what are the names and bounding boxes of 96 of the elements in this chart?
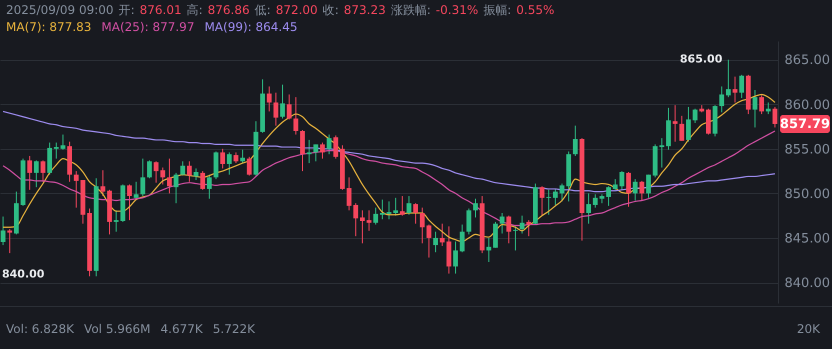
candlestick [572,125,578,156]
y-tick-label: 855.00 [784,142,830,158]
candlestick [612,178,618,190]
candlestick [114,210,119,232]
candlestick [320,142,325,160]
candlestick [234,152,238,164]
candlestick [0,216,6,246]
candlestick [167,158,172,194]
candlestick [34,160,39,188]
candlestick [186,160,192,182]
text: 5.722K [212,322,255,336]
annotation: 865.00 [680,52,723,66]
candlestick [60,134,66,150]
candlestick [726,59,731,98]
y-tick-label: 850.00 [784,186,830,202]
candlestick [646,174,651,198]
candlestick [54,142,59,160]
candlestick [466,208,472,235]
candlestick [386,200,392,220]
candlestick [546,189,552,216]
candlestick [639,180,644,202]
candlestick [246,156,252,176]
candlestick [420,207,425,244]
candlestick [147,160,152,179]
candlestick [560,183,564,202]
candlestick [552,188,558,206]
candlestick [206,174,212,200]
y-tick-label: 865.00 [784,53,830,68]
candlestick [752,90,758,128]
candlestick [426,224,432,258]
candlestick [160,167,166,185]
candlestick [672,104,678,142]
candlestick [154,160,158,184]
candlestick [440,223,445,246]
candlestick [266,86,272,112]
candlestick [540,186,544,216]
candlestick [473,198,478,218]
candlestick [333,134,338,160]
candlestick [194,168,198,181]
candlestick [772,106,778,128]
annotation: 840.00 [2,268,45,281]
candlestick [486,237,492,263]
text: 4.677K [160,322,203,336]
candlestick [74,170,79,208]
candlestick [127,184,132,221]
candlestick [300,130,305,172]
candlestick [174,172,178,204]
text: Vol 5.966M [84,322,151,336]
text: Vol: 6.828K [6,322,74,336]
candlestick [739,74,744,99]
candlestick [40,160,46,182]
candlestick [140,158,146,197]
candlestick [679,115,684,142]
candlestick [134,181,139,200]
candlestick [632,178,638,202]
text: MA(7): 877.83 [6,20,92,36]
text: 2025/09/09 09:00 开: 876.01 高: 876.86 低: 872.00 收: 873.23 涨跌幅: -0.31% 振幅: 0.55% [6,3,554,17]
y-tick-label: 860.00 [784,98,830,113]
candlestick [273,92,278,126]
candlestick [520,215,524,234]
candlestick [286,94,292,120]
candlestick [433,231,438,253]
candlestick [586,192,592,224]
y-tick-label: 840.00 [784,276,830,292]
candlestick [406,196,412,216]
candlestick [453,241,458,274]
candlestick [513,226,518,251]
candlestick [220,148,226,169]
candlestick [380,199,385,220]
candlestick [27,155,32,190]
candlestick [240,149,246,164]
candlestick [413,202,418,224]
candlestick [500,212,505,234]
candlestick [620,170,624,190]
candlestick [326,134,332,155]
text: MA(25): 877.97 [101,20,194,36]
candlestick [313,144,318,162]
candlestick [759,94,764,115]
candlestick [200,170,206,190]
candlestick [719,86,724,113]
candlestick [280,84,285,120]
candlestick [766,102,771,115]
candlestick [373,207,378,226]
candlestick [732,76,738,103]
candlestick [226,152,232,176]
candlestick [293,96,298,136]
candlestick [592,194,598,208]
text: 20K [796,322,820,336]
text: 857.79 [780,116,830,132]
candlestick [400,196,405,216]
candlestick [626,172,631,208]
text: MA(99): 864.45 [204,20,298,36]
y-tick-label: 845.00 [784,231,830,246]
candlestick [460,224,465,253]
candlestick [353,202,358,237]
candlestick [506,215,512,244]
